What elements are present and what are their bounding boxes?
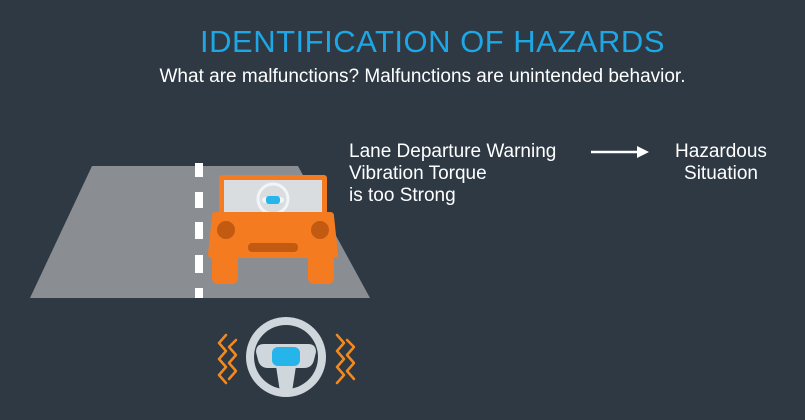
malfunction-line: Vibration Torque bbox=[349, 163, 487, 184]
steering-wheel-icon bbox=[246, 317, 326, 397]
slide-title: IDENTIFICATION OF HAZARDS bbox=[200, 24, 665, 59]
lane-dash bbox=[195, 163, 203, 177]
malfunction-description: Lane Departure Warning Vibration Torque … bbox=[349, 141, 556, 207]
lane-dash bbox=[195, 222, 203, 239]
lane-dash bbox=[195, 192, 203, 208]
malfunction-line: is too Strong bbox=[349, 185, 456, 206]
arrow-right-icon bbox=[591, 146, 649, 158]
vibration-icon bbox=[217, 333, 356, 385]
car-icon bbox=[208, 175, 338, 284]
hazard-result: Hazardous Situation bbox=[666, 141, 776, 185]
hazard-line: Situation bbox=[684, 163, 758, 184]
malfunction-line: Lane Departure Warning bbox=[349, 141, 557, 162]
lane-dash bbox=[195, 288, 203, 298]
lane-markings bbox=[195, 163, 203, 298]
slide-subtitle: What are malfunctions? Malfunctions are … bbox=[159, 66, 686, 87]
hazard-line: Hazardous bbox=[675, 141, 767, 162]
lane-dash bbox=[195, 255, 203, 273]
